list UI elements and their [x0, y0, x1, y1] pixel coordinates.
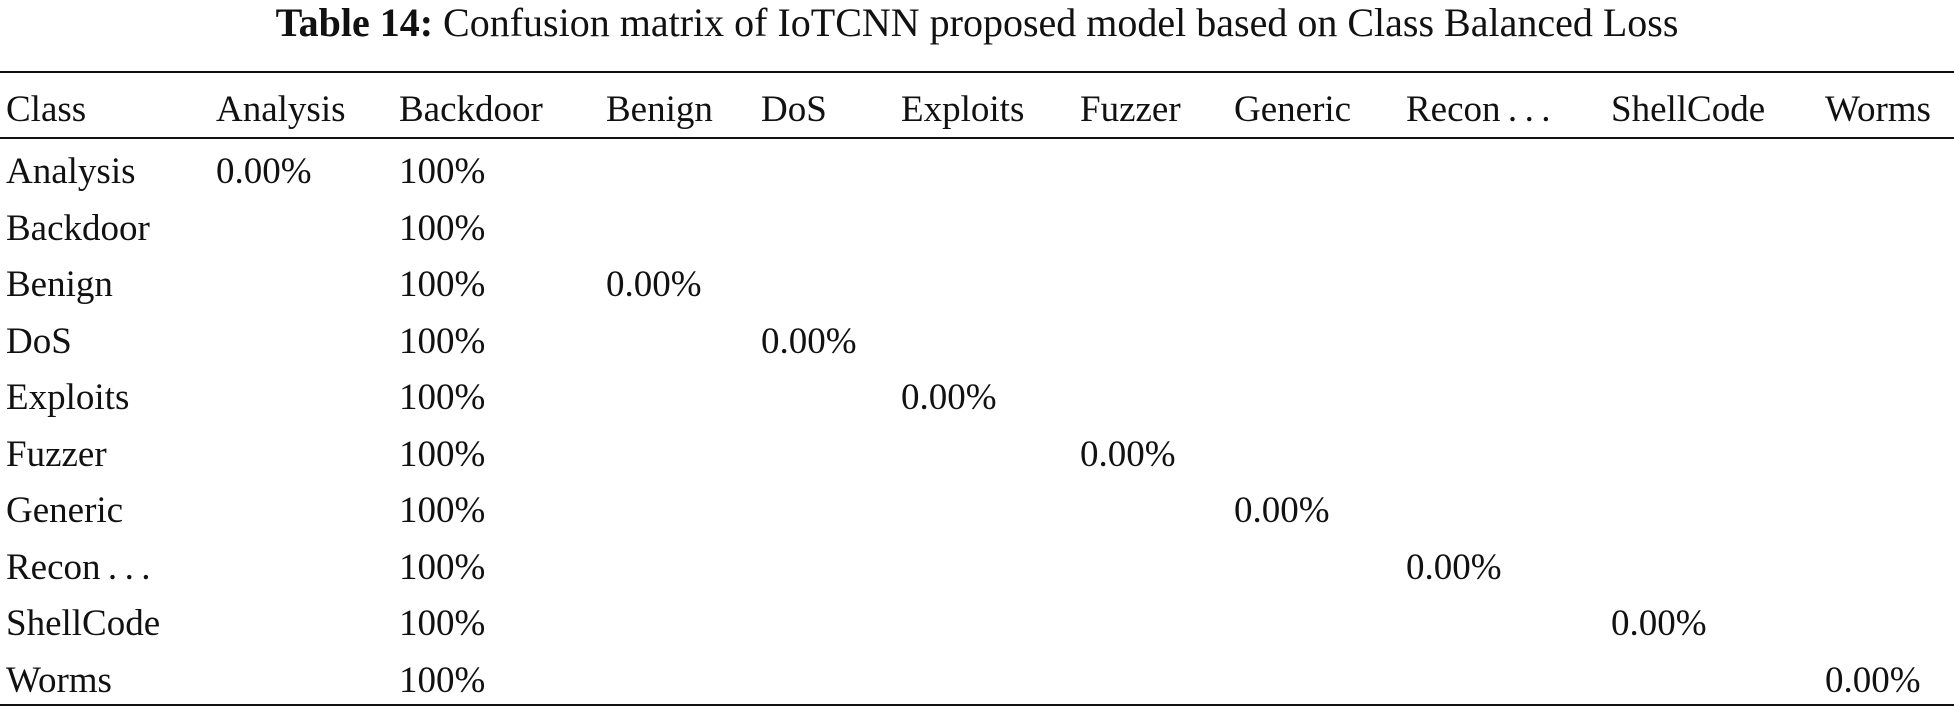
header-cell: Worms	[1825, 89, 1931, 130]
table-cell: 0.00%	[1825, 659, 1921, 701]
row-label: DoS	[6, 320, 72, 362]
top-rule	[0, 71, 1954, 73]
table-cell: 100%	[399, 433, 486, 475]
header-cell: Generic	[1234, 89, 1352, 130]
table-cell: 0.00%	[606, 264, 702, 305]
table-cell: 100%	[399, 603, 486, 644]
table-caption: Table 14: Confusion matrix of IoTCNN prop…	[0, 0, 1954, 46]
header-cell: Benign	[606, 89, 713, 130]
header-cell: Exploits	[901, 89, 1025, 130]
table-cell: 100%	[399, 659, 486, 701]
table-cell: 0.00%	[1080, 433, 1176, 475]
table-cell: 0.00%	[1611, 603, 1707, 644]
table-cell: 0.00%	[901, 377, 997, 418]
table-cell: 0.00%	[216, 151, 312, 192]
caption-text: Confusion matrix of IoTCNN proposed mode…	[443, 0, 1679, 45]
table-cell: 100%	[399, 207, 486, 249]
bottom-rule	[0, 704, 1954, 706]
caption-label: Table 14:	[275, 0, 434, 45]
table-cell: 100%	[399, 546, 486, 588]
row-label: Exploits	[6, 377, 130, 418]
header-cell: Recon . . .	[1406, 89, 1551, 130]
row-label: Generic	[6, 490, 124, 531]
table-cell: 100%	[399, 151, 486, 192]
row-label: Fuzzer	[6, 433, 107, 475]
row-label: Worms	[6, 659, 112, 701]
header-cell: Class	[6, 89, 87, 130]
row-label: ShellCode	[6, 603, 161, 644]
row-label: Benign	[6, 264, 113, 305]
table-cell: 100%	[399, 377, 486, 418]
table-cell: 100%	[399, 320, 486, 362]
table-cell: 0.00%	[1234, 490, 1330, 531]
header-cell: DoS	[761, 89, 827, 130]
row-label: Backdoor	[6, 207, 150, 249]
table-cell: 0.00%	[1406, 546, 1502, 588]
table-cell: 100%	[399, 264, 486, 305]
row-label: Analysis	[6, 151, 136, 192]
header-cell: Fuzzer	[1080, 89, 1181, 130]
table-cell: 100%	[399, 490, 486, 531]
header-cell: ShellCode	[1611, 89, 1766, 130]
table-cell: 0.00%	[761, 320, 857, 362]
header-cell: Analysis	[216, 89, 346, 130]
header-rule	[0, 137, 1954, 139]
header-cell: Backdoor	[399, 89, 543, 130]
row-label: Recon . . .	[6, 546, 151, 588]
